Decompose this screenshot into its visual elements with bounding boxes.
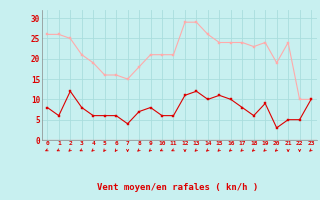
Text: Vent moyen/en rafales ( kn/h ): Vent moyen/en rafales ( kn/h ) <box>97 183 258 192</box>
